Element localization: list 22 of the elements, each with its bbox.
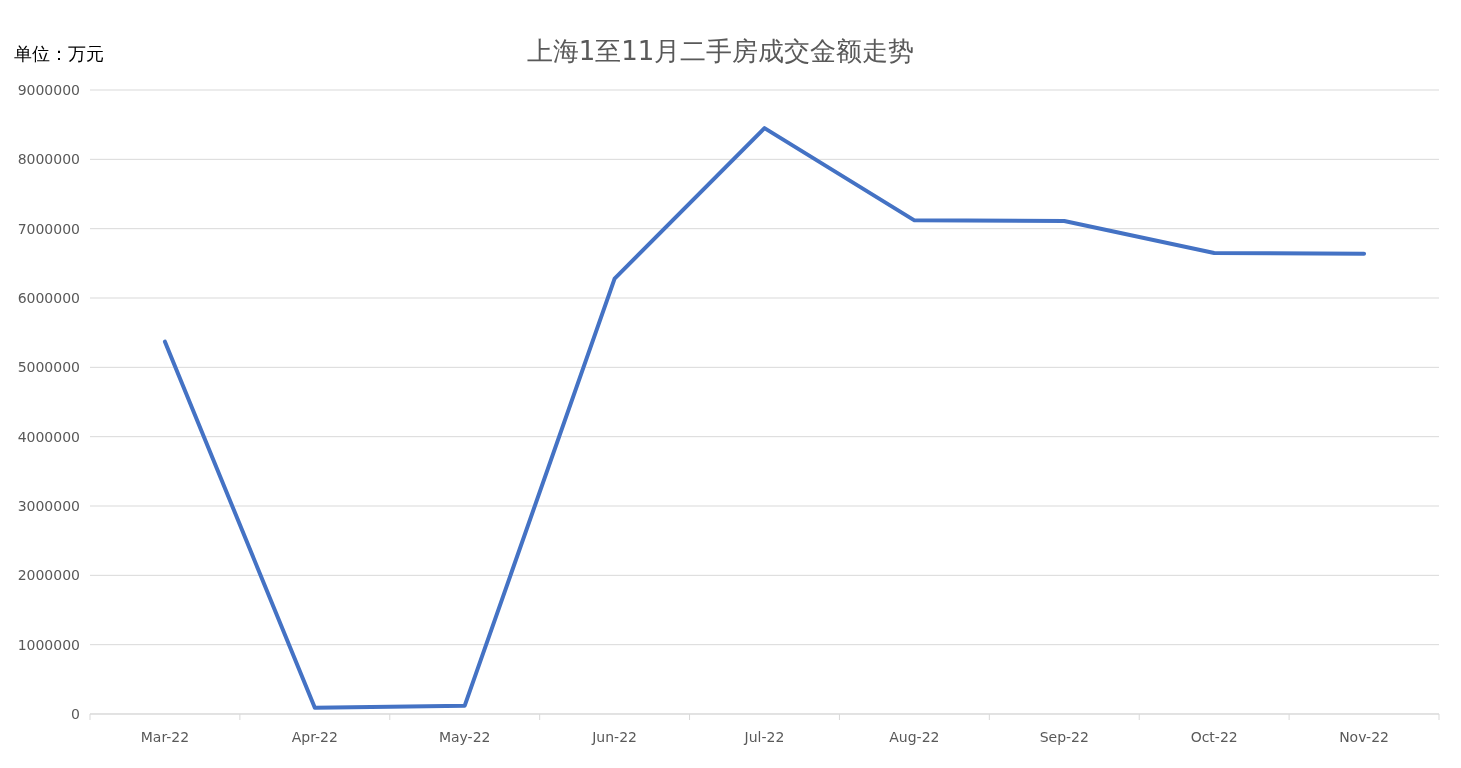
y-tick-label: 0 — [71, 705, 80, 722]
y-axis-title: 单位：万元 — [14, 43, 104, 64]
line-series — [162, 126, 1367, 710]
y-tick-label: 8000000 — [17, 151, 80, 168]
y-tick-label: 1000000 — [17, 636, 80, 653]
x-tick-label: Sep-22 — [1039, 729, 1089, 745]
x-tick-label: Jun-22 — [591, 729, 637, 745]
chart-title: 上海1至11月二手房成交金额走势 — [526, 36, 915, 66]
x-tick-label: Mar-22 — [140, 729, 190, 745]
y-tick-label: 4000000 — [17, 428, 80, 445]
y-tick-label: 9000000 — [17, 81, 80, 98]
x-tick-label: Apr-22 — [291, 729, 338, 745]
x-tick-label: Oct-22 — [1190, 729, 1238, 745]
y-tick-label: 6000000 — [17, 289, 80, 306]
y-tick-label: 2000000 — [17, 567, 80, 584]
x-tick-label: May-22 — [438, 729, 491, 745]
x-tick-label: Aug-22 — [889, 729, 940, 745]
x-tick-label: Nov-22 — [1339, 729, 1389, 745]
y-tick-label: 7000000 — [17, 220, 80, 237]
y-tick-label: 5000000 — [17, 359, 80, 376]
x-tick-label: Jul-22 — [743, 729, 785, 745]
y-tick-label: 3000000 — [17, 497, 80, 514]
